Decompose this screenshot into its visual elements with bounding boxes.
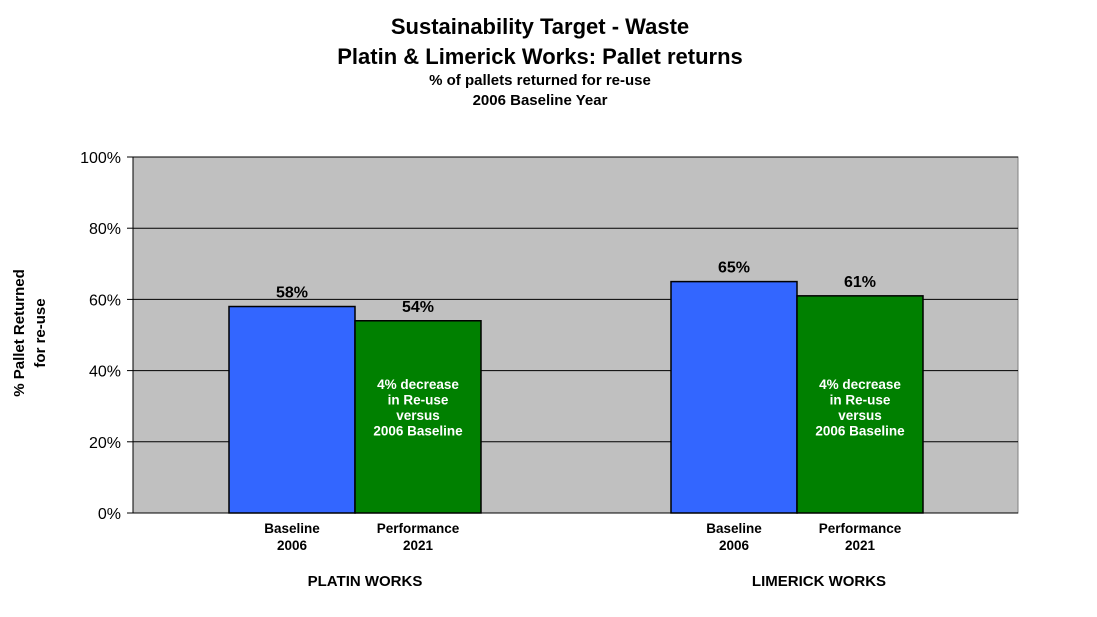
bar-annotation: 2006 Baseline <box>815 424 905 439</box>
bar-annotation: 4% decrease <box>819 377 901 392</box>
y-tick-label: 60% <box>89 292 121 309</box>
y-tick-label: 20% <box>89 435 121 452</box>
chart-subtitle: Platin & Limerick Works: Pallet returns <box>337 44 743 69</box>
y-axis-label: % Pallet Returned for re-use <box>11 269 49 397</box>
bar-annotation: versus <box>396 408 440 423</box>
data-label: 54% <box>402 299 434 316</box>
y-tick-label: 80% <box>89 221 121 238</box>
category-label: 2006 <box>277 538 308 553</box>
category-label: Performance <box>377 521 460 536</box>
chart-subtitle-2: % of pallets returned for re-use <box>429 72 651 89</box>
bar-annotation: 4% decrease <box>377 377 459 392</box>
chart-title: Sustainability Target - Waste <box>390 14 690 39</box>
data-label: 61% <box>844 274 876 291</box>
y-axis-label-line: % Pallet Returned <box>11 269 28 397</box>
bar[interactable] <box>796 295 924 514</box>
category-label: 2006 <box>719 538 750 553</box>
category-label: Baseline <box>706 521 762 536</box>
y-tick-label: 40% <box>89 364 121 381</box>
bar-annotation: 2006 Baseline <box>373 424 463 439</box>
category-label: 2021 <box>845 538 876 553</box>
y-axis-label-line: for re-use <box>32 298 49 367</box>
y-tick-label: 100% <box>80 150 121 167</box>
chart-subtitle-3: 2006 Baseline Year <box>472 92 608 109</box>
bar-annotation: versus <box>838 408 882 423</box>
bar[interactable] <box>670 280 798 514</box>
bar-annotation: in Re-use <box>830 393 891 408</box>
bar[interactable] <box>354 320 482 514</box>
category-label: Baseline <box>264 521 320 536</box>
category-label: Performance <box>819 521 902 536</box>
data-label: 58% <box>276 285 308 302</box>
bar-annotation: in Re-use <box>388 393 449 408</box>
group-label: LIMERICK WORKS <box>752 573 886 590</box>
group-label: PLATIN WORKS <box>308 573 423 590</box>
y-tick-label: 0% <box>98 506 121 523</box>
bar[interactable] <box>228 305 356 514</box>
category-label: 2021 <box>403 538 434 553</box>
data-label: 65% <box>718 260 750 277</box>
